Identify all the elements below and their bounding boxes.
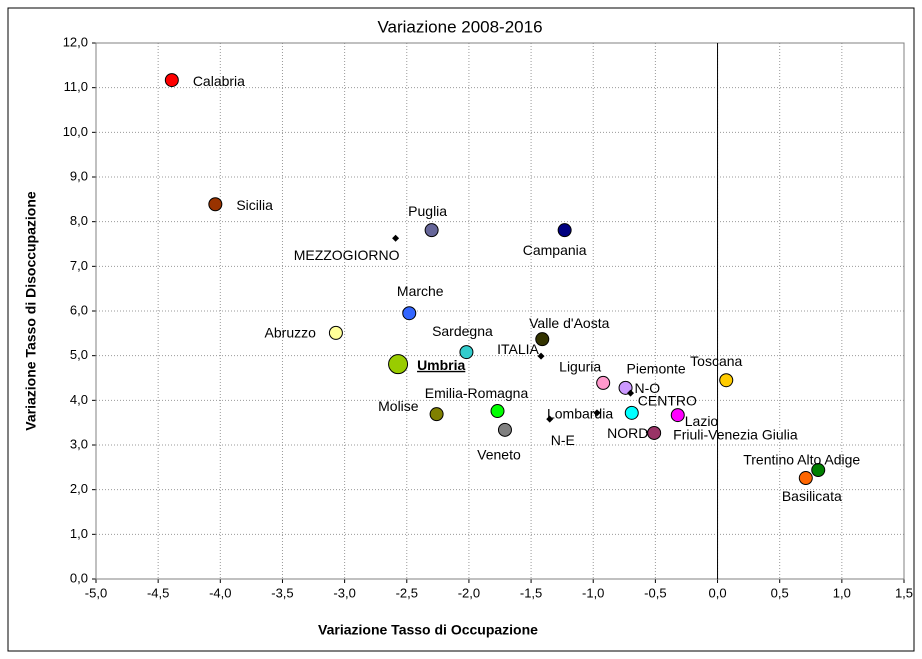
point-label: Lombardia — [547, 406, 613, 422]
x-axis-label: Variazione Tasso di Occupazione — [318, 622, 538, 638]
point-label: Puglia — [408, 203, 447, 219]
x-tick-label: -5,0 — [85, 585, 107, 600]
y-tick-label: 7,0 — [70, 258, 88, 273]
x-tick-label: 1,5 — [895, 585, 913, 600]
point-label: Sardegna — [432, 323, 493, 339]
point — [402, 306, 417, 321]
point — [618, 380, 633, 395]
point-label: MEZZOGIORNO — [294, 247, 400, 263]
point — [557, 223, 572, 238]
point-label: Marche — [397, 283, 444, 299]
point — [798, 471, 813, 486]
x-tick-label: -2,0 — [458, 585, 480, 600]
point — [164, 73, 179, 88]
point-label: Lazio — [685, 413, 719, 429]
point — [627, 389, 635, 397]
point — [546, 415, 554, 423]
x-tick-label: 1,0 — [833, 585, 851, 600]
y-tick-label: 6,0 — [70, 302, 88, 317]
point — [537, 352, 545, 360]
point — [593, 409, 601, 417]
x-tick-label: 0,0 — [708, 585, 726, 600]
point-label: Piemonte — [627, 361, 686, 377]
point-label: Trentino Alto Adige — [743, 452, 860, 468]
point — [459, 345, 474, 360]
point-label: Umbria — [417, 357, 465, 373]
point-label: N-E — [551, 432, 575, 448]
point-label: N-O — [635, 380, 661, 396]
point — [719, 373, 734, 388]
point — [388, 354, 409, 375]
point-label: Emilia-Romagna — [425, 385, 529, 401]
y-tick-label: 8,0 — [70, 213, 88, 228]
point-label: Sicilia — [236, 197, 273, 213]
point — [328, 325, 343, 340]
point — [429, 407, 444, 422]
point — [392, 234, 400, 242]
point-label: Basilicata — [782, 488, 842, 504]
point — [424, 223, 439, 238]
y-tick-label: 10,0 — [63, 124, 88, 139]
point-label: Campania — [523, 242, 587, 258]
point — [670, 408, 685, 423]
x-tick-label: -4,5 — [147, 585, 169, 600]
point-label: ITALIA — [497, 341, 539, 357]
point-label: Molise — [378, 398, 419, 414]
y-tick-label: 0,0 — [70, 570, 88, 585]
point — [535, 332, 550, 347]
point-label: NORD — [607, 425, 648, 441]
point-label: Toscana — [690, 353, 742, 369]
x-tick-label: -3,5 — [271, 585, 293, 600]
x-tick-label: 0,5 — [771, 585, 789, 600]
y-axis-label: Variazione Tasso di Disoccupazione — [23, 191, 39, 431]
point-label: Veneto — [477, 447, 521, 463]
y-tick-label: 11,0 — [64, 79, 88, 94]
point-label: Valle d'Aosta — [529, 315, 609, 331]
x-tick-label: -0,5 — [644, 585, 666, 600]
chart-frame — [7, 7, 915, 652]
point — [208, 197, 223, 212]
x-tick-label: -3,0 — [333, 585, 355, 600]
y-tick-label: 9,0 — [70, 168, 88, 183]
y-tick-label: 4,0 — [70, 392, 88, 407]
point — [811, 463, 826, 478]
y-tick-label: 5,0 — [70, 347, 88, 362]
y-tick-label: 3,0 — [70, 436, 88, 451]
point-label: Calabria — [193, 73, 245, 89]
point — [596, 375, 611, 390]
y-tick-label: 2,0 — [70, 481, 88, 496]
point-label: CENTRO — [638, 393, 697, 409]
plot-area — [95, 42, 905, 580]
point — [647, 425, 662, 440]
x-tick-label: -1,0 — [582, 585, 604, 600]
point-label: Abruzzo — [265, 325, 317, 341]
x-tick-label: -2,5 — [396, 585, 418, 600]
x-tick-label: -1,5 — [520, 585, 542, 600]
chart-title: Variazione 2008-2016 — [377, 17, 542, 36]
x-tick-label: -4,0 — [209, 585, 231, 600]
y-tick-label: 1,0 — [70, 526, 88, 541]
point — [490, 404, 505, 419]
point-label: Friuli-Venezia Giulia — [673, 427, 798, 443]
point-label: Liguria — [559, 359, 601, 375]
point — [497, 422, 512, 437]
y-tick-label: 12,0 — [63, 34, 88, 49]
point — [624, 405, 639, 420]
